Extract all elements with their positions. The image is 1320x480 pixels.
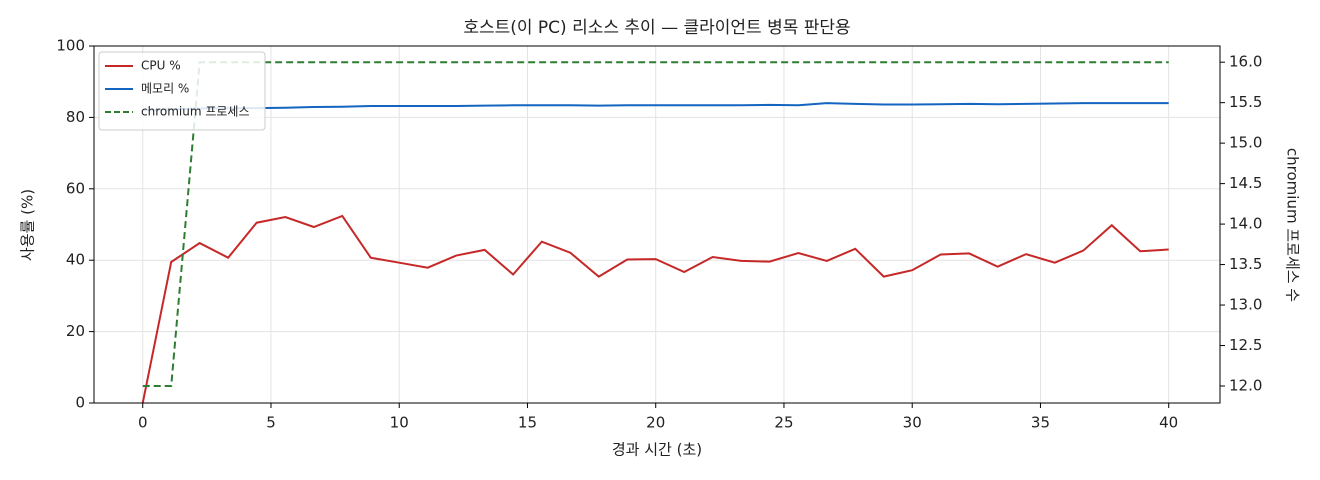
x-tick-label: 35 <box>1031 414 1050 432</box>
legend-label: 메모리 % <box>141 82 189 96</box>
y2-tick-label: 14.5 <box>1229 174 1262 192</box>
y-tick-label: 100 <box>56 37 85 55</box>
x-tick-label: 40 <box>1159 414 1178 432</box>
x-tick-label: 30 <box>903 414 922 432</box>
legend-label: chromium 프로세스 <box>141 105 250 119</box>
x-tick-label: 0 <box>138 414 148 432</box>
y2-axis-label: chromium 프로세스 수 <box>1284 148 1302 302</box>
y-tick-label: 20 <box>66 322 85 340</box>
x-axis-label: 경과 시간 (초) <box>612 441 702 459</box>
series-line <box>142 102 1169 112</box>
y-axis-label: 사용률 (%) <box>19 189 37 261</box>
x-tick-label: 10 <box>390 414 409 432</box>
y-tick-label: 40 <box>66 251 85 269</box>
y-tick-label: 60 <box>66 179 85 197</box>
y2-tick-label: 13.5 <box>1229 255 1262 273</box>
y-tick-label: 80 <box>66 108 85 126</box>
y-tick-label: 0 <box>75 394 85 412</box>
chart-title: 호스트(이 PC) 리소스 추이 — 클라이언트 병목 판단용 <box>463 18 850 38</box>
legend: CPU % 메모리 % chromium 프로세스 <box>98 51 266 131</box>
series-line <box>142 61 1169 387</box>
y2-tick-label: 12.5 <box>1229 336 1262 354</box>
legend-box <box>98 51 266 131</box>
x-tick-label: 5 <box>266 414 276 432</box>
plot-frame <box>93 45 1221 404</box>
y2-tick-label: 15.0 <box>1229 134 1262 152</box>
y2-tick-label: 15.5 <box>1229 93 1262 111</box>
x-tick-label: 15 <box>518 414 537 432</box>
y2-tick-label: 13.0 <box>1229 296 1262 314</box>
y2-tick-label: 12.0 <box>1229 377 1262 395</box>
x-tick-label: 25 <box>774 414 793 432</box>
x-tick-label: 20 <box>646 414 665 432</box>
series-line <box>141 214 1169 404</box>
y2-tick-label: 14.0 <box>1229 215 1262 233</box>
y2-tick-label: 16.0 <box>1229 53 1262 71</box>
legend-label: CPU % <box>141 59 181 73</box>
